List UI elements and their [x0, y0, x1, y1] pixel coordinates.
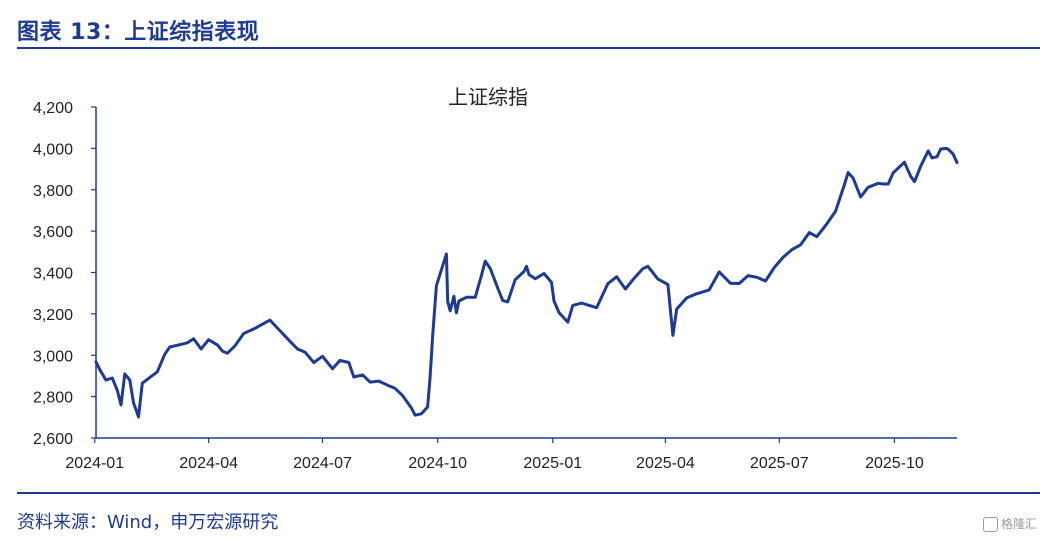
x-tick-label: 2024-04	[179, 455, 238, 472]
x-tick-label: 2025-07	[750, 455, 809, 472]
y-tick-label: 2,600	[33, 431, 73, 448]
x-tick-label: 2025-04	[636, 455, 695, 472]
title-rule	[17, 47, 1040, 49]
x-tick-label: 2024-07	[293, 455, 352, 472]
y-tick-label: 2,800	[33, 390, 73, 407]
y-tick-label: 4,200	[33, 100, 73, 117]
source-note: 资料来源：Wind，申万宏源研究	[17, 512, 279, 533]
x-tick-label: 2024-10	[408, 455, 467, 472]
chart-axes: 2,600 2,800 3,000 3,200 3,400 3,600 3,800 4,000…	[33, 100, 957, 472]
y-tick-label: 3,200	[33, 307, 73, 324]
x-tick-label: 2025-10	[865, 455, 924, 472]
plot-area	[94, 146, 959, 419]
y-tick-label: 3,000	[33, 348, 73, 365]
x-tick-label: 2025-01	[523, 455, 582, 472]
chart-title: 上证综指	[448, 85, 528, 109]
y-tick-label: 3,600	[33, 224, 73, 241]
series-line-sse-composite	[94, 146, 959, 419]
source-rule	[17, 492, 1040, 494]
y-tick-label: 3,400	[33, 266, 73, 283]
watermark: 格隆汇	[982, 515, 1037, 532]
figure-title: 图表 13：上证综指表现	[17, 20, 260, 45]
y-tick-label: 3,800	[33, 183, 73, 200]
line-chart: 上证综指 2,600 2,800 3,000 3,200 3,400 3,600 3,800…	[33, 85, 959, 472]
watermark-label: 格隆汇	[1000, 517, 1037, 531]
x-tick-label: 2024-01	[65, 455, 124, 472]
brand-logo-icon	[982, 517, 998, 532]
y-tick-label: 4,000	[33, 141, 73, 158]
